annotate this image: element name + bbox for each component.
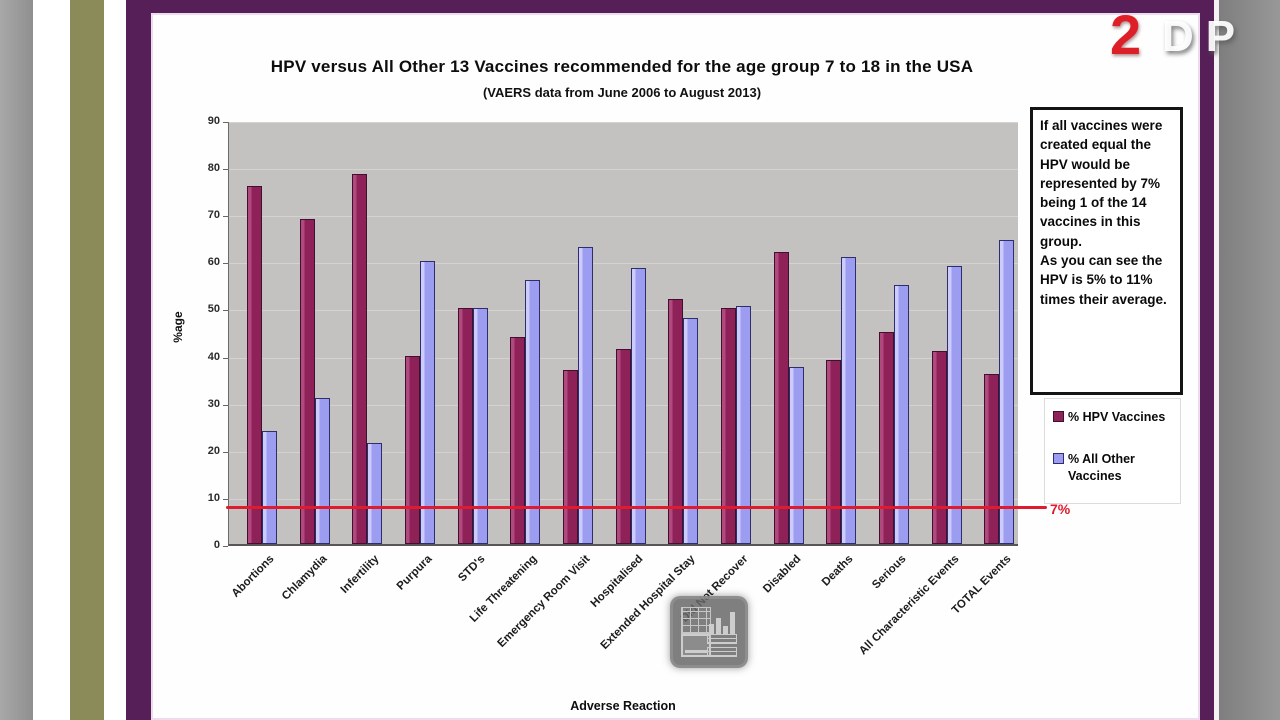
bar-other-purpura: [420, 261, 435, 544]
right-gray-strip: [1219, 0, 1280, 720]
y-tick-label: 0: [213, 539, 220, 551]
gridline: [229, 169, 1018, 171]
olive-accent-strip: [70, 0, 104, 720]
annotation-box: If all vaccines were created equal the H…: [1030, 107, 1183, 395]
document-icon: [681, 634, 711, 657]
y-tick-label: 30: [207, 397, 220, 410]
gridline: [229, 263, 1018, 265]
legend-swatch-icon: [1053, 453, 1064, 465]
y-tick-mark: [223, 263, 228, 265]
y-tick-label: 40: [207, 350, 220, 363]
legend-label: % HPV Vaccines: [1068, 410, 1166, 424]
bar-other-deaths: [841, 256, 857, 544]
bar-hpv-all-characteristic-events: [931, 350, 947, 544]
y-tick-mark: [223, 122, 228, 123]
bar-other-emergency-room-visit: [578, 247, 593, 544]
bar-other-chlamydia: [314, 397, 330, 544]
plot-area: [228, 122, 1018, 546]
slide-frame-right: [1200, 0, 1214, 720]
bar-other-std-s: [472, 308, 488, 544]
y-tick-mark: [223, 310, 228, 312]
bar-other-infertility: [367, 442, 383, 544]
bar-hpv-deaths: [826, 360, 842, 544]
bar-other-extended-hospital-stay: [683, 317, 699, 544]
bar-hpv-std-s: [457, 308, 473, 544]
bar-other-did-not-recover: [736, 306, 751, 544]
y-tick-label: 60: [207, 256, 220, 269]
bar-hpv-hospitalised: [615, 348, 631, 544]
y-tick-label: 20: [207, 444, 220, 457]
bar-hpv-did-not-recover: [721, 308, 736, 544]
table-grid-icon: [681, 607, 711, 634]
annotation-text-2: As you can see the HPV is 5% to 11% time…: [1040, 253, 1167, 307]
y-tick-mark: [223, 357, 228, 359]
annotation-text-1: If all vaccines were created equal the H…: [1040, 118, 1163, 249]
reference-line-label: 7%: [1050, 501, 1071, 517]
reference-line-7pct: [226, 505, 1047, 509]
y-tick-label: 90: [207, 115, 220, 127]
gridline: [229, 216, 1018, 218]
chart-title: HPV versus All Other 13 Vaccines recomme…: [270, 57, 974, 76]
bar-hpv-life-threatening: [510, 336, 526, 544]
left-gray-strip: [0, 0, 33, 720]
legend-item-hpv-vaccines: % HPV Vaccines: [1053, 409, 1176, 425]
y-tick-label: 70: [207, 209, 220, 222]
bar-hpv-serious: [879, 332, 894, 544]
y-tick-mark: [223, 498, 228, 500]
bar-hpv-abortions: [247, 185, 262, 544]
bar-hpv-disabled: [773, 251, 789, 544]
gridline: [229, 122, 1018, 123]
bar-other-disabled: [788, 367, 804, 544]
y-tick-mark: [223, 404, 228, 406]
bar-hpv-extended-hospital-stay: [668, 299, 684, 544]
y-tick-label: 10: [207, 491, 220, 504]
bar-other-all-characteristic-events: [946, 266, 962, 544]
bar-other-total-events: [999, 240, 1015, 544]
x-axis-title: Adverse Reaction: [570, 699, 676, 713]
chart-legend: % HPV Vaccines % All Other Vaccines: [1044, 398, 1181, 504]
list-icon: [707, 634, 737, 657]
bar-chart-icon: [707, 607, 737, 634]
y-tick-label: 80: [207, 162, 220, 175]
slide-frame-left: [126, 0, 151, 720]
chart-subtitle: (VAERS data from June 2006 to August 201…: [482, 85, 762, 100]
y-tick-mark: [223, 169, 228, 171]
bar-hpv-purpura: [405, 355, 420, 544]
y-tick-label: 50: [207, 303, 220, 316]
bar-hpv-chlamydia: [299, 218, 315, 544]
bar-hpv-infertility: [352, 174, 368, 544]
legend-label: % All Other Vaccines: [1068, 452, 1135, 483]
gridline: [229, 310, 1018, 312]
right-white-strip: [1214, 0, 1219, 720]
bar-other-abortions: [262, 430, 277, 544]
logo-letters: DP: [1162, 12, 1248, 61]
slide-frame-top: [126, 0, 1214, 13]
bar-hpv-total-events: [984, 374, 1000, 544]
logo-digit: 2: [1110, 3, 1142, 66]
legend-item-all-other-vaccines: % All Other Vaccines: [1053, 451, 1176, 484]
bar-other-serious: [894, 284, 909, 544]
y-tick-mark: [223, 451, 228, 453]
bar-other-hospitalised: [630, 268, 646, 544]
y-tick-mark: [223, 546, 228, 547]
bar-other-life-threatening: [525, 280, 541, 544]
y-tick-mark: [223, 216, 228, 218]
y-axis-title: %age: [171, 311, 185, 343]
legend-swatch-icon: [1053, 411, 1064, 422]
dashboard-grid-icon[interactable]: [670, 596, 748, 668]
bar-hpv-emergency-room-visit: [563, 369, 578, 544]
